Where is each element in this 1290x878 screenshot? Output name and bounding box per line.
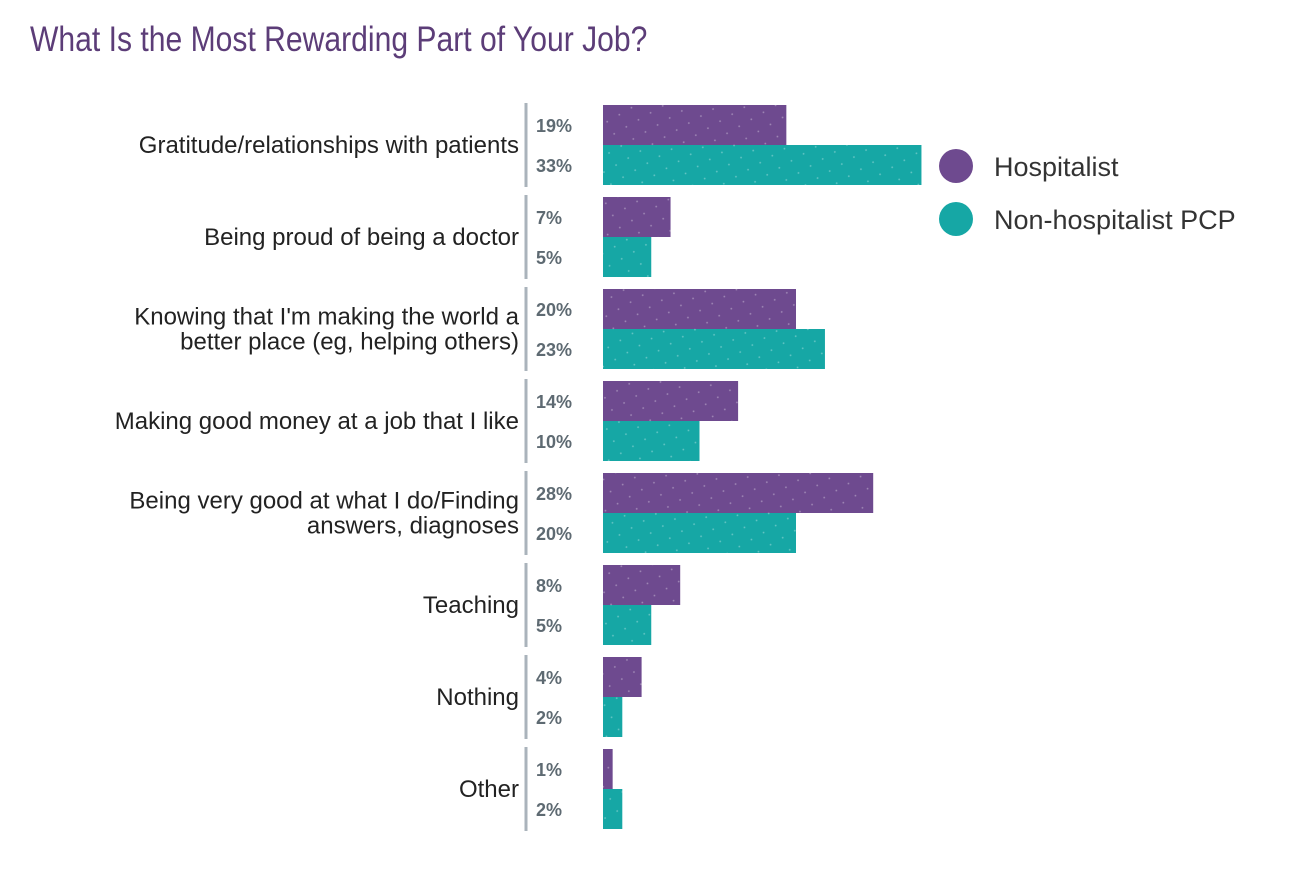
bar-texture [603,381,739,421]
value-labels: 19% 33% 7% 5% 20% 23% 14% 10% 28% 20% 8% 5% 4% 2% 1% 2% [536,116,572,820]
value-label: 20% [536,524,572,544]
value-label: 19% [536,116,572,136]
bar-texture [603,697,623,737]
value-label: 7% [536,208,562,228]
bar-texture [603,105,787,145]
category-label: Being very good at what I do/Finding [129,488,519,515]
category-label: Gratitude/relationships with patients [139,132,519,159]
bar-texture [603,289,796,329]
value-label: 2% [536,708,562,728]
bar-texture [603,749,613,789]
category-label: Teaching [423,592,519,619]
bar-texture [603,513,796,553]
chart-title: What Is the Most Rewarding Part of Your … [30,20,648,59]
bar-texture [603,145,922,185]
legend-label: Hospitalist [994,152,1119,182]
value-label: 1% [536,760,562,780]
value-label: 5% [536,248,562,268]
legend-label: Non-hospitalist PCP [994,205,1236,235]
value-label: 20% [536,300,572,320]
category-label: Being proud of being a doctor [204,224,519,251]
value-label: 5% [536,616,562,636]
value-label: 23% [536,340,572,360]
bar-texture [603,197,671,237]
bar-texture [603,789,623,829]
category-label: better place (eg, helping others) [180,329,519,356]
bar-texture [603,237,652,277]
value-label: 8% [536,576,562,596]
category-label: Knowing that I'm making the world a [134,304,519,331]
bars [603,105,922,829]
value-label: 33% [536,156,572,176]
category-label: Other [459,776,519,803]
legend-swatch-non-hospitalist-pcp [939,202,973,236]
legend: Hospitalist Non-hospitalist PCP [939,149,1236,236]
value-label: 28% [536,484,572,504]
category-label: answers, diagnoses [307,513,519,540]
value-label: 2% [536,800,562,820]
category-labels: Gratitude/relationships with patients Bei… [115,132,520,803]
value-label: 14% [536,392,572,412]
value-label: 10% [536,432,572,452]
bar-texture [603,473,874,513]
category-label: Making good money at a job that I like [115,408,519,435]
bar-texture [603,657,642,697]
value-label: 4% [536,668,562,688]
category-label: Nothing [436,684,519,711]
bar-texture [603,329,825,369]
bar-texture [603,421,700,461]
bar-texture [603,605,652,645]
legend-swatch-hospitalist [939,149,973,183]
bar-texture [603,565,681,605]
